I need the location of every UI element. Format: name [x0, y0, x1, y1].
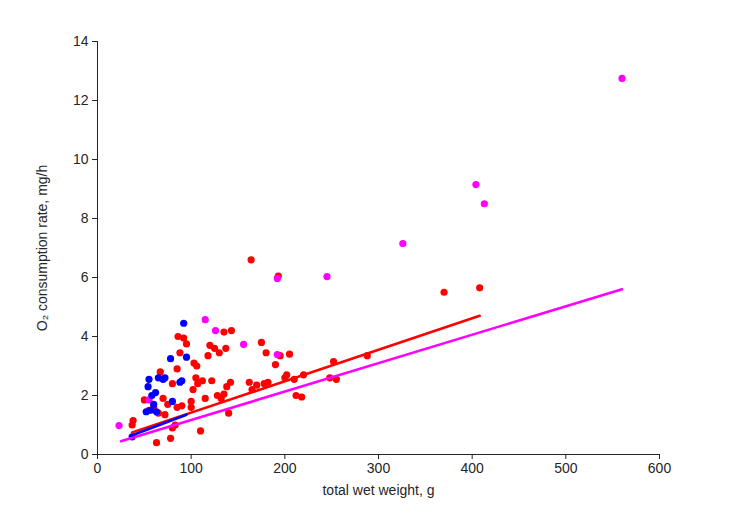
- svg-text:8: 8: [81, 210, 89, 226]
- svg-text:total wet weight, g: total wet weight, g: [322, 482, 434, 498]
- svg-text:10: 10: [73, 151, 89, 167]
- svg-text:14: 14: [73, 33, 89, 49]
- svg-text:0: 0: [94, 460, 102, 476]
- svg-text:600: 600: [648, 460, 672, 476]
- svg-text:0: 0: [81, 446, 89, 462]
- svg-text:500: 500: [554, 460, 578, 476]
- svg-text:300: 300: [367, 460, 391, 476]
- svg-text:100: 100: [179, 460, 203, 476]
- svg-text:12: 12: [73, 92, 89, 108]
- svg-text:4: 4: [81, 328, 89, 344]
- svg-text:400: 400: [460, 460, 484, 476]
- svg-text:6: 6: [81, 269, 89, 285]
- svg-text:200: 200: [273, 460, 297, 476]
- svg-text:O₂ consumption rate, mg/h: O₂ consumption rate, mg/h: [34, 165, 50, 332]
- svg-text:2: 2: [81, 387, 89, 403]
